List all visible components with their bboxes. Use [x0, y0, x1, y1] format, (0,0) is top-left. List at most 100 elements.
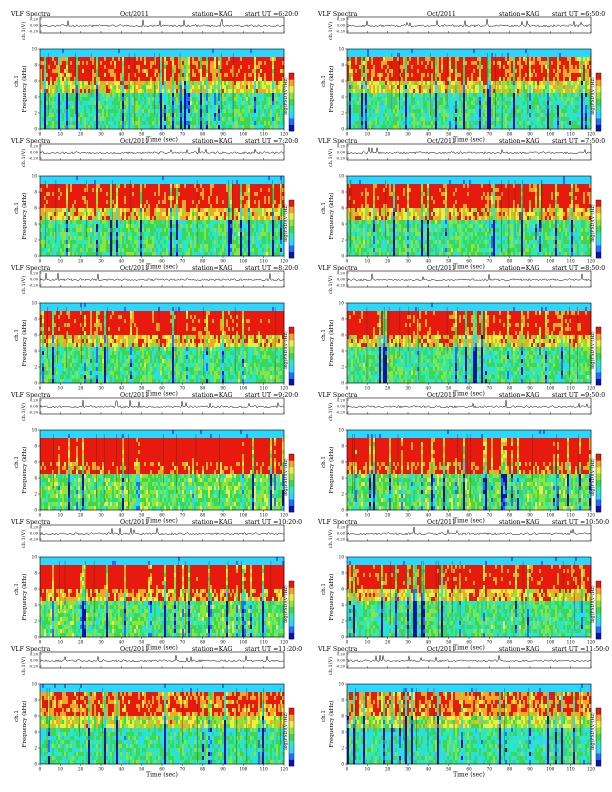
spectrogram-cell [497, 109, 500, 114]
spectrogram-cell [92, 89, 95, 94]
spectrogram-cell [401, 69, 404, 74]
spectrogram-cell [182, 77, 185, 82]
spectrogram-cell [62, 61, 65, 66]
spectrogram-cell [114, 65, 117, 70]
spectrogram-cell [399, 77, 402, 82]
spectrogram-cell [375, 81, 378, 86]
spectrogram-cell [50, 69, 53, 74]
spectrogram-cell [441, 121, 444, 126]
spectrogram-cell [529, 81, 532, 86]
spectrogram-cell [487, 61, 490, 66]
spectrogram-cell [200, 117, 203, 122]
chart-start-time: start UT =6:50:0 [552, 11, 605, 18]
trace-ytick-label: -0.20 [336, 30, 346, 34]
spectrogram-cell [236, 49, 239, 54]
spectrogram-cell [459, 61, 462, 66]
spectrogram-cell [465, 101, 468, 106]
spectrogram-cell [463, 121, 466, 126]
spectrogram-cell [565, 73, 568, 78]
spectrogram-cell [529, 85, 532, 90]
spectrogram-cell [248, 101, 251, 106]
spectrogram-cell [156, 101, 159, 106]
spectrogram-cell [110, 57, 113, 62]
spectrogram-cell [276, 69, 279, 74]
spectrogram-cell [158, 89, 161, 94]
spectrogram-cell [76, 49, 79, 54]
spectrogram-cell [427, 109, 430, 114]
spectrogram-cell [577, 77, 580, 82]
spectrogram-cell [72, 69, 75, 74]
spectrogram-cell [433, 85, 436, 90]
spectrogram-cell [383, 73, 386, 78]
spectrogram-cell [224, 69, 227, 74]
spectrogram-cell [86, 73, 89, 78]
spectrogram-cell [40, 105, 43, 110]
spectrogram-cell [74, 105, 77, 110]
spectrogram-cell [467, 81, 470, 86]
spectrogram-cell [64, 93, 67, 98]
spectrogram-cell [112, 73, 115, 78]
spectrogram-cell [523, 89, 526, 94]
spectrogram-cell [264, 125, 267, 130]
spectrogram-cell [349, 105, 352, 110]
spectrogram-cell [258, 105, 261, 110]
spectrogram-cell [166, 53, 169, 58]
spectrogram-cell [493, 117, 496, 122]
spectrogram-cell [208, 121, 211, 126]
spectrogram-cell [557, 77, 560, 82]
spectrogram-cell [533, 61, 536, 66]
spectrogram-cell [447, 105, 450, 110]
spectrogram-cell [96, 109, 99, 114]
spectrogram-cell [64, 69, 67, 74]
spectrogram-cell [76, 61, 79, 66]
spectrogram-cell [461, 97, 464, 102]
spectrogram-cell [62, 69, 65, 74]
spectrogram-cell [481, 113, 484, 118]
spectrogram-cell [42, 65, 45, 70]
spectrogram-cell [481, 61, 484, 66]
spectrogram-cell [230, 65, 233, 70]
spectrogram-cell [385, 89, 388, 94]
spectrogram-cell [491, 121, 494, 126]
spectrogram-cell [216, 113, 219, 118]
spectrogram-cell [377, 69, 380, 74]
spectrogram-cell [427, 65, 430, 70]
spectrogram-cell [122, 77, 125, 82]
spectrogram-cell [228, 125, 231, 130]
spectrogram-cell [455, 61, 458, 66]
spectrogram-cell [178, 73, 181, 78]
spectrogram-cell [42, 77, 45, 82]
spectrogram-cell [529, 73, 532, 78]
spectrogram-cell [122, 109, 125, 114]
spectrogram-cell [469, 93, 472, 98]
spectrogram-cell [503, 53, 506, 58]
spectrogram-cell [493, 57, 496, 62]
spectrogram-cell [168, 121, 171, 126]
spectrogram-cell [555, 109, 558, 114]
spectrogram-cell [473, 81, 476, 86]
spectrogram-cell [441, 117, 444, 122]
spectrogram-cell [60, 57, 63, 62]
spectrogram-cell [565, 93, 568, 98]
spectrogram-cell [377, 105, 380, 110]
spectrogram-cell [156, 105, 159, 110]
spectrogram-cell [210, 117, 213, 122]
spectrogram-cell [278, 101, 281, 106]
spectrogram-cell [68, 121, 71, 126]
spectrogram-cell [260, 85, 263, 90]
spectrogram-cell [453, 113, 456, 118]
spectrogram-cell [359, 81, 362, 86]
spectrogram-cell [455, 101, 458, 106]
spectrogram-cell [268, 85, 271, 90]
spectrogram-cell [477, 53, 480, 58]
spectrogram-cell [58, 125, 61, 130]
spectrogram-cell [525, 89, 528, 94]
spectrogram-cell [543, 105, 546, 110]
spectrogram-cell [168, 117, 171, 122]
spectrogram-cell [409, 105, 412, 110]
spectrogram-cell [86, 109, 89, 114]
spectrogram-cell [66, 61, 69, 66]
spectrogram-cell [455, 53, 458, 58]
spectrogram-cell [371, 105, 374, 110]
spectrogram-cell [517, 65, 520, 70]
